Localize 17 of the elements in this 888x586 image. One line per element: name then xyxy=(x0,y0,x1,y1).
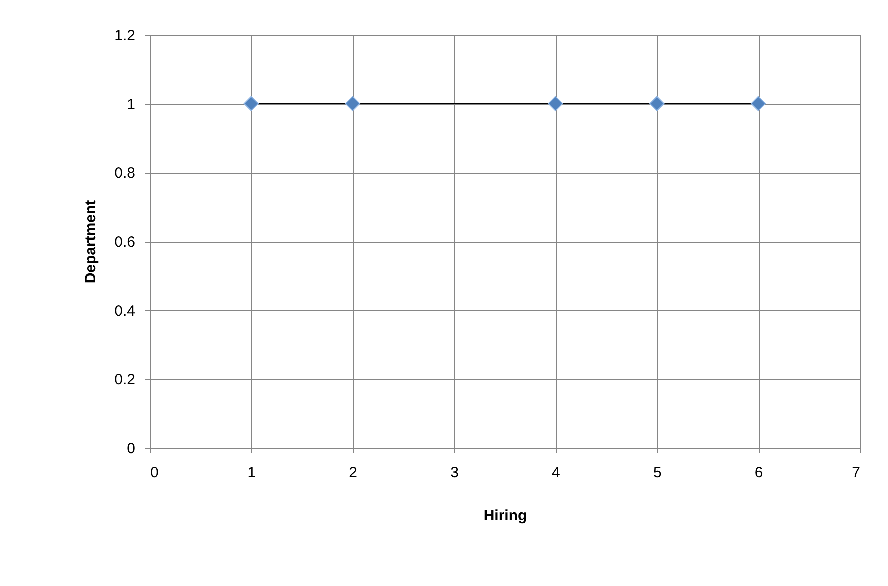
y-tick-label: 1 xyxy=(127,96,136,114)
x-tick-label: 2 xyxy=(349,464,358,482)
y-tick-label: 0 xyxy=(127,440,136,458)
x-tick-label: 0 xyxy=(150,464,159,482)
x-tick-label: 6 xyxy=(754,464,764,482)
x-axis-title: Hiring xyxy=(484,508,528,524)
x-tick-label: 5 xyxy=(653,464,662,482)
x-tick-label: 4 xyxy=(552,464,560,482)
y-axis-title: Department xyxy=(82,200,100,284)
y-tick-label: 1.2 xyxy=(114,28,136,44)
y-tick-label: 0.2 xyxy=(114,372,136,389)
y-tick-label: 0.6 xyxy=(114,234,136,251)
x-tick-label: 1 xyxy=(248,464,256,482)
x-tick-label: 7 xyxy=(852,464,860,482)
y-tick-label: 0.4 xyxy=(114,302,136,320)
x-tick-label: 3 xyxy=(450,464,459,482)
y-tick-label: 0.8 xyxy=(114,165,136,182)
